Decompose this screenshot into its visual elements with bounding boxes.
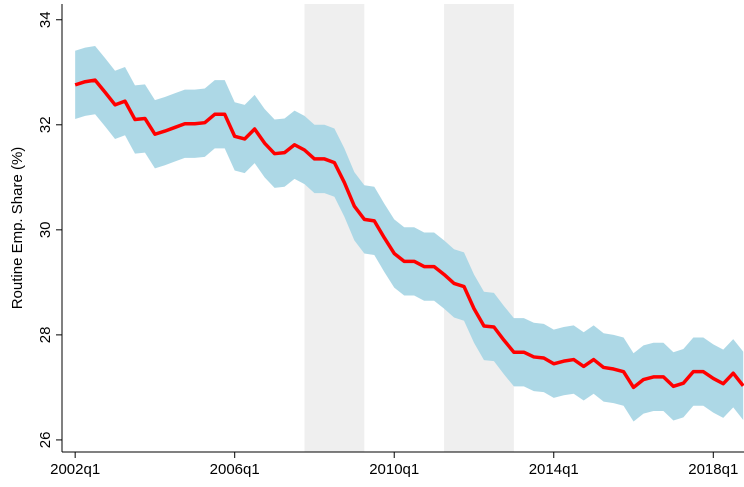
x-tick-label: 2014q1 [529,461,579,478]
y-tick-label: 28 [37,327,54,344]
line [74,78,744,390]
y-tick-label: 32 [37,116,54,133]
shaded-region [444,4,514,452]
y-tick-label: 30 [37,221,54,238]
x-tick-label: 2018q1 [688,461,738,478]
y-tick-label: 34 [37,11,54,28]
x-tick-label: 2002q1 [50,461,100,478]
y-axis-label: Routine Emp. Share (%) [9,147,26,310]
confidence-band [75,46,744,422]
x-tick-label: 2006q1 [210,461,260,478]
x-tick-label: 2010q1 [369,461,419,478]
y-tick-label: 26 [37,432,54,449]
